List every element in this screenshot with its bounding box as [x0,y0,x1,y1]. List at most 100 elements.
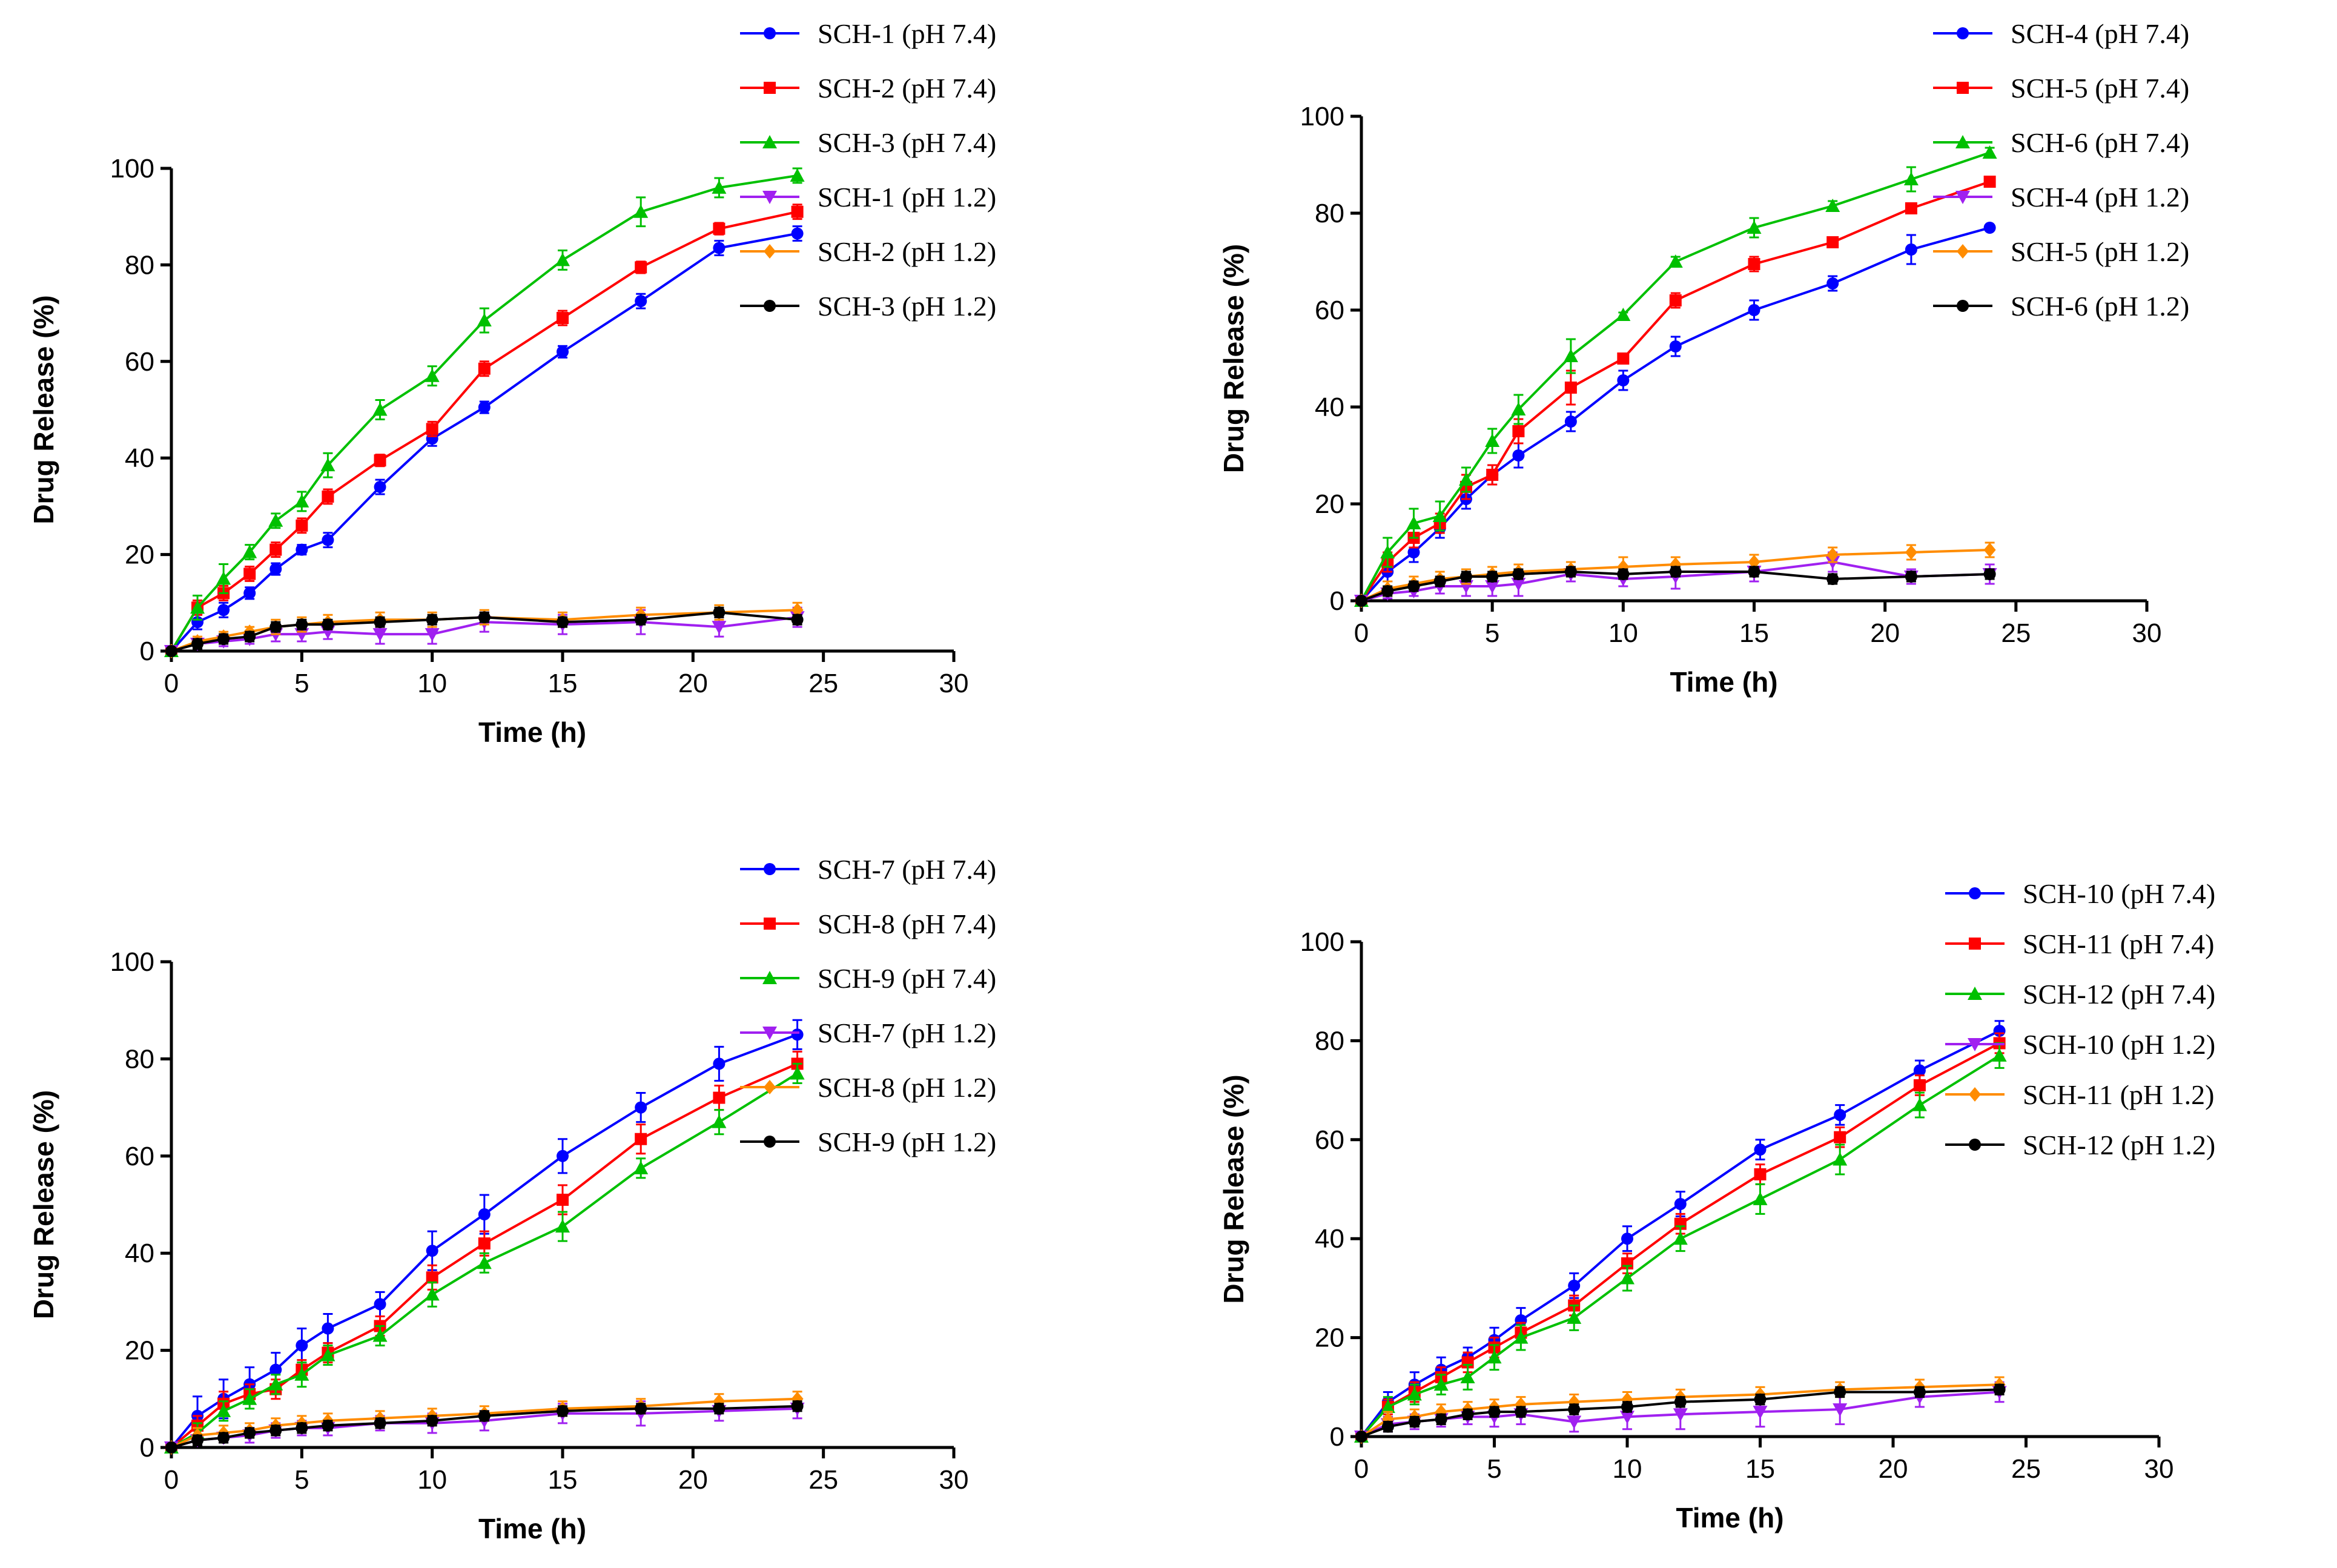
data-point [294,1367,309,1381]
legend-item: SCH-1 (pH 7.4) [740,18,996,49]
data-point [1983,222,1996,234]
data-point [1407,1387,1422,1401]
x-tick-label: 15 [548,1465,578,1495]
data-point [217,1431,230,1444]
data-point [1748,555,1760,569]
data-point [477,313,492,327]
series-line [170,174,798,652]
data-point [296,1339,308,1352]
data-point [1512,568,1525,580]
data-point [296,519,308,532]
data-point [635,1402,647,1415]
legend-marker [1955,135,1970,148]
data-point [242,544,257,558]
data-point [1913,1064,1926,1077]
legend-item: SCH-1 (pH 1.2) [740,182,996,213]
legend-item: SCH-2 (pH 7.4) [740,73,996,104]
legend-item: SCH-9 (pH 1.2) [740,1126,996,1157]
legend-label: SCH-3 (pH 1.2) [818,291,996,322]
x-tick-label: 30 [939,1465,969,1495]
x-tick-label: 0 [164,1465,179,1495]
data-point [1435,1413,1447,1426]
legend-item: SCH-6 (pH 7.4) [1933,127,2189,158]
chart-panel-top-left: 0 20 40 60 80 100 0 5 10 15 20 25 30 Time (h) Drug Rel… [28,18,996,748]
x-tick-label: 10 [417,669,447,698]
legend-marker [1969,887,1981,899]
data-point [190,600,205,614]
data-point [1834,1108,1846,1121]
data-point [425,1287,440,1301]
legend-marker [762,971,777,984]
data-point [374,1417,386,1429]
legend-label: SCH-1 (pH 1.2) [818,182,996,213]
data-point [1674,1395,1687,1408]
legend-marker [1955,191,1970,204]
y-axis-title: Drug Release (%) [28,1090,59,1319]
series-3 [164,167,805,657]
data-point [243,630,256,643]
legend-item: SCH-5 (pH 7.4) [1933,73,2189,104]
data-point [1461,1408,1474,1421]
data-point [1485,580,1500,594]
data-point [1754,1393,1767,1406]
x-tick-label: 15 [548,669,578,698]
y-tick-label: 80 [1315,1026,1344,1056]
data-point [1511,402,1526,415]
data-point [1834,1386,1846,1398]
data-point [1568,1403,1581,1416]
data-point [1747,220,1762,234]
data-point [713,1091,726,1104]
x-tick-label: 0 [1354,618,1369,648]
data-point [426,1414,438,1427]
data-point [243,567,256,580]
x-tick-label: 10 [1613,1454,1642,1484]
data-point [322,618,334,631]
y-tick-label: 80 [1315,199,1344,228]
x-tick-label: 5 [294,669,309,698]
y-tick-label: 0 [1330,586,1344,616]
data-point [633,204,649,218]
y-tick-label: 0 [140,637,154,666]
data-point [269,1363,282,1376]
data-point [1406,516,1421,529]
legend-label: SCH-9 (pH 7.4) [818,963,996,994]
data-point [557,345,569,358]
x-tick-label: 25 [808,1465,838,1495]
legend-label: SCH-2 (pH 1.2) [818,236,996,267]
data-point [269,543,282,556]
data-point [1564,382,1577,394]
data-point [165,1441,177,1454]
y-tick-label: 0 [1330,1422,1344,1452]
data-point [1826,573,1839,585]
data-point [791,614,804,626]
data-point [790,1066,805,1080]
legend-label: SCH-10 (pH 7.4) [2023,878,2215,909]
data-point [320,1348,336,1361]
data-point [1825,199,1840,212]
data-point [1617,568,1630,580]
legend-marker [764,918,776,930]
data-point [1381,585,1394,597]
y-axis-title: Drug Release (%) [1218,1074,1249,1303]
x-tick-label: 5 [1487,1454,1501,1484]
data-point [1912,1097,1927,1111]
data-point [1621,1400,1633,1413]
legend-item: SCH-7 (pH 7.4) [740,854,996,885]
data-point [1568,1279,1581,1292]
data-point [1460,1369,1475,1383]
data-point [296,618,308,631]
series-3 [1354,145,1997,607]
data-point [425,368,440,382]
chart-panel-top-right: 0 20 40 60 80 100 0 5 10 15 20 25 30 Time (h) Drug Rel… [1218,18,2189,698]
data-point [557,616,569,629]
x-axis-title: Time (h) [1670,666,1777,698]
y-tick-label: 40 [125,1239,154,1268]
legend-label: SCH-7 (pH 1.2) [818,1017,996,1048]
data-point [1826,547,1839,562]
data-point [1668,254,1683,268]
legend-label: SCH-6 (pH 7.4) [2011,127,2189,158]
y-tick-label: 60 [125,1142,154,1171]
x-tick-label: 20 [1879,1454,1908,1484]
y-tick-label: 80 [125,1044,154,1074]
data-point [713,242,726,254]
